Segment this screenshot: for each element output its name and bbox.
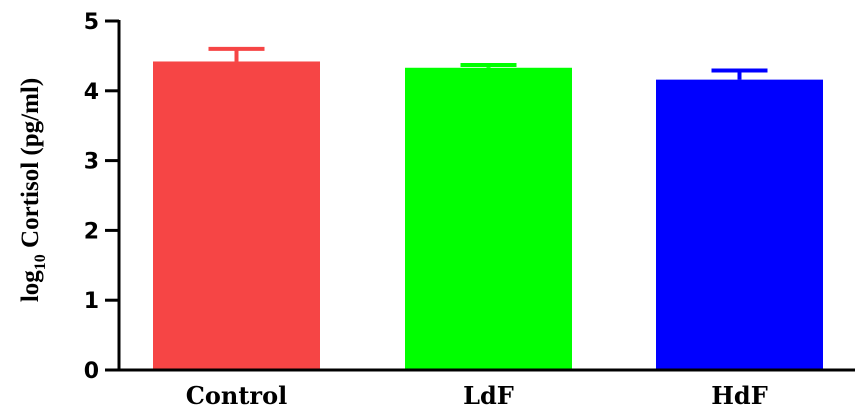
y-tick-label: 4: [84, 80, 99, 105]
y-axis-title-subscript: 10: [32, 254, 49, 270]
y-tick-label: 5: [84, 10, 99, 35]
y-axis-title: log10 Cortisol (pg/ml): [17, 78, 49, 302]
y-ticks-group: 0 1 2 3 4 5: [84, 10, 119, 384]
bar-hdf: [656, 79, 823, 371]
y-axis-title-main: Cortisol (pg/ml): [17, 78, 44, 254]
x-category-label: Control: [186, 381, 287, 410]
y-axis-title-prefix: log: [17, 270, 44, 302]
y-tick-label: 2: [84, 219, 99, 244]
bars-group: [153, 61, 823, 371]
y-tick-label: 0: [84, 359, 99, 384]
x-labels-group: Control LdF HdF: [186, 381, 768, 410]
x-category-label: LdF: [463, 381, 514, 410]
y-tick-label: 3: [84, 150, 99, 175]
y-tick-label: 1: [84, 289, 99, 314]
x-category-label: HdF: [711, 381, 768, 410]
bar-control: [153, 61, 320, 370]
bar-ldf: [405, 67, 572, 371]
error-bars-group: [208, 46, 768, 80]
